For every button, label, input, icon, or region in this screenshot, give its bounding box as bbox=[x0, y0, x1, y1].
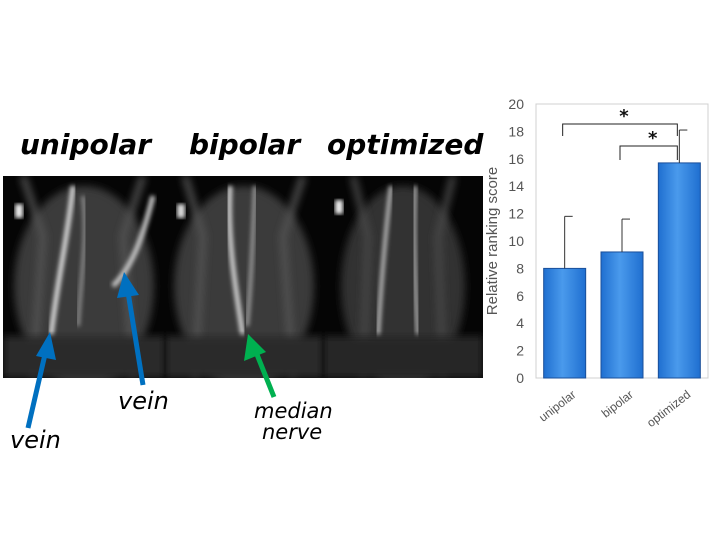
median-nerve-arrow bbox=[244, 334, 277, 398]
x-tick-label-bipolar: bipolar bbox=[599, 387, 636, 420]
significance-star: * bbox=[648, 128, 658, 149]
x-tick-label-unipolar: unipolar bbox=[536, 387, 578, 424]
mri-image-bipolar bbox=[165, 176, 323, 378]
mri-image-optimized bbox=[323, 176, 483, 378]
significance-star: * bbox=[619, 106, 629, 127]
y-tick-label: 6 bbox=[516, 288, 524, 304]
x-tick-label-optimized: optimized bbox=[644, 387, 693, 430]
panel-title-bipolar: bipolar bbox=[189, 128, 301, 161]
significance-bracket bbox=[562, 123, 678, 136]
bar-unipolar bbox=[543, 267, 587, 379]
y-tick-label: 20 bbox=[508, 96, 524, 112]
vein-label-upper: vein bbox=[118, 387, 169, 415]
y-tick-label: 14 bbox=[508, 178, 524, 194]
y-tick-label: 2 bbox=[516, 343, 524, 359]
vein-label-lower: vein bbox=[10, 426, 61, 454]
mri-image-unipolar bbox=[3, 176, 165, 378]
y-tick-label: 10 bbox=[508, 233, 524, 249]
vein-arrow-lower bbox=[25, 332, 56, 429]
median-nerve-label-line1: median bbox=[254, 399, 333, 423]
y-tick-label: 0 bbox=[516, 370, 524, 386]
panel-title-unipolar: unipolar bbox=[20, 128, 152, 161]
bar-optimized bbox=[657, 162, 701, 379]
y-tick-label: 4 bbox=[516, 315, 524, 331]
y-tick-label: 12 bbox=[508, 206, 524, 222]
y-tick-label: 8 bbox=[516, 260, 524, 276]
vein-arrow-upper bbox=[117, 272, 146, 386]
y-tick-label: 16 bbox=[508, 151, 524, 167]
significance-bracket bbox=[619, 145, 678, 160]
median-nerve-label-line2: nerve bbox=[262, 420, 323, 444]
panel-title-optimized: optimized bbox=[327, 128, 484, 161]
y-tick-label: 18 bbox=[508, 123, 524, 139]
ranking-bar-chart: 0 2 4 6 8 10 12 14 16 18 20 Relative ranking score u… bbox=[484, 96, 709, 430]
y-axis-label: Relative ranking score bbox=[484, 167, 501, 315]
bar-bipolar bbox=[600, 251, 644, 379]
